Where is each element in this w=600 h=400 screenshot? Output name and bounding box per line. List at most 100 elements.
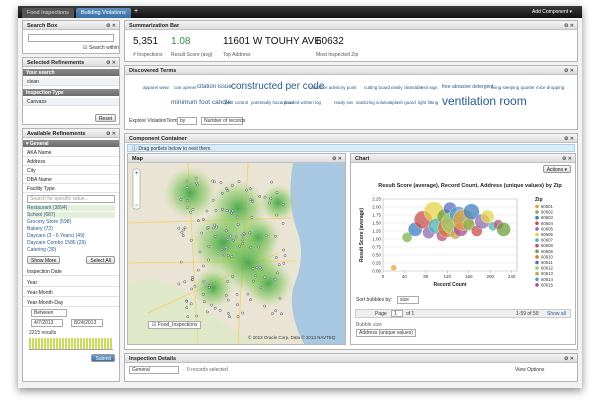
actions-button[interactable]: Actions ▾: [542, 165, 571, 173]
term[interactable]: pest control: [225, 100, 249, 105]
term[interactable]: cutting board: [364, 85, 391, 90]
panel-icons[interactable]: ⚙ ✕: [105, 59, 116, 66]
bubble-size-label: Bubble size: [356, 322, 382, 328]
map-credit: © 2013 Oracle Corp, Data © 2013 NAVTEQ: [248, 335, 336, 340]
map-point: [255, 266, 259, 269]
date-field[interactable]: Year-Month: [23, 289, 119, 297]
page-input[interactable]: 1: [391, 310, 403, 317]
between-select[interactable]: Between: [31, 309, 67, 317]
refinement[interactable]: clean: [23, 78, 119, 86]
date-field[interactable]: Year: [23, 279, 119, 287]
term[interactable]: light fitting: [418, 100, 439, 105]
map-point: [231, 209, 235, 213]
term[interactable]: free abrasive detergent: [442, 84, 494, 90]
map-point: [207, 286, 211, 289]
map-layer-legend[interactable]: ☑ Food_Inspections: [148, 321, 202, 329]
map-point: [220, 248, 224, 251]
refinement-value[interactable]: Restaurant (3894): [27, 205, 115, 211]
map-point: [249, 298, 252, 302]
panel-icons[interactable]: ⚙ ✕: [563, 135, 574, 142]
refinement-value[interactable]: Grocery Store (598): [27, 219, 72, 225]
map-point: [195, 181, 198, 185]
bubble-size-select[interactable]: Address (unique values): [356, 329, 416, 337]
term[interactable]: living sleeping quarter: [491, 85, 535, 90]
refinement-field[interactable]: DBA Name: [23, 176, 119, 184]
add-tab-icon[interactable]: +: [134, 8, 139, 15]
refinement-field[interactable]: Facility Type: [23, 185, 119, 193]
legend-label: 60614: [541, 277, 554, 282]
results-count: 2215 results: [29, 330, 57, 336]
metric-label: Most Inspected Zip: [316, 52, 359, 58]
map-point: [237, 180, 241, 183]
refinement-value[interactable]: School (687): [27, 212, 115, 218]
legend-swatch: [535, 260, 539, 265]
map-point: [219, 181, 223, 184]
panel-icons[interactable]: ⚙ ✕: [105, 130, 116, 137]
refinement-field[interactable]: AKA Name: [23, 149, 119, 157]
value-search[interactable]: Search for specific value...: [27, 195, 115, 203]
map-point: [224, 246, 228, 249]
term[interactable]: citation issue: [197, 84, 232, 90]
term[interactable]: sanitizing solution: [356, 100, 392, 105]
zoom-control[interactable]: + −: [132, 168, 141, 210]
map-point: [264, 234, 268, 238]
panel-icons[interactable]: ⚙ ✕: [561, 155, 572, 162]
view-options[interactable]: View Options: [515, 367, 545, 373]
search-input[interactable]: [28, 34, 114, 42]
term[interactable]: minimum foot candle: [171, 99, 231, 106]
panel-icons[interactable]: ⚙ ✕: [105, 22, 116, 29]
metric-label: Result Score (avg): [171, 52, 213, 58]
zoom-slider[interactable]: [132, 168, 141, 210]
refinement-field[interactable]: City: [23, 167, 119, 175]
submit-button[interactable]: Submit: [91, 354, 115, 362]
term[interactable]: potentially hazardous: [251, 100, 294, 105]
term[interactable]: easily cleanable: [391, 85, 424, 90]
map[interactable]: + −: [128, 163, 345, 344]
refinement-field[interactable]: Inspection Date: [23, 268, 119, 276]
panel-icons[interactable]: ⚙ ✕: [563, 67, 574, 74]
add-component[interactable]: Add Component ▾: [532, 9, 573, 15]
select-all-button[interactable]: Select All: [86, 256, 115, 264]
panel-icons[interactable]: ⚙ ✕: [563, 355, 574, 362]
term[interactable]: splash guard: [390, 100, 416, 105]
show-all[interactable]: Show all: [547, 311, 566, 317]
refinement-value[interactable]: Catering (30): [27, 247, 57, 253]
term[interactable]: can opener: [174, 85, 197, 90]
zoom-out[interactable]: −: [135, 203, 139, 209]
sort-select[interactable]: size: [397, 296, 419, 304]
refinement-value[interactable]: Daycare Combo 1586 (29): [27, 240, 86, 246]
term[interactable]: ventilation room: [442, 94, 527, 108]
map-point: [250, 215, 254, 219]
map-point: [179, 198, 183, 201]
panel-title: Chart: [355, 155, 370, 162]
refinement-value[interactable]: Daycare (3 - 6 Years) (49): [27, 233, 85, 239]
term[interactable]: constructed per code: [231, 81, 325, 92]
panel-icons[interactable]: ⚙ ✕: [331, 155, 342, 162]
map-point: [236, 315, 240, 318]
date-to[interactable]: 8/24/2013: [71, 319, 103, 327]
search-within[interactable]: ☑ Search within: [83, 45, 119, 51]
date-field[interactable]: Year-Month-Day: [23, 299, 119, 307]
refinement-field[interactable]: Address: [23, 158, 119, 166]
term[interactable]: exit sign: [421, 85, 438, 90]
tab-active[interactable]: Building Violations: [76, 8, 131, 18]
term[interactable]: apparel wear: [143, 85, 170, 90]
term[interactable]: ready eat: [334, 100, 353, 105]
explore-select[interactable]: by: [177, 117, 197, 125]
panel-icons[interactable]: ⚙ ✕: [563, 22, 574, 29]
term[interactable]: proofed written log: [284, 100, 322, 105]
legend-label: 60615: [541, 282, 554, 287]
tab[interactable]: Food Inspections: [22, 8, 74, 18]
zoom-in[interactable]: +: [135, 171, 139, 177]
term[interactable]: mice dropping: [536, 85, 565, 90]
view-select[interactable]: General: [129, 366, 179, 374]
date-from[interactable]: 4/7/2013: [31, 319, 63, 327]
term[interactable]: customer advisory point: [309, 85, 357, 90]
reset-button[interactable]: Reset: [94, 114, 116, 122]
refinement[interactable]: Canvass: [23, 98, 119, 106]
map-point: [259, 286, 262, 289]
summarization-panel: Summarization Bar ⚙ ✕ 5,351 # Inspections 1…: [124, 20, 578, 62]
refinement-value[interactable]: Bakery (72): [27, 226, 53, 232]
show-more-button[interactable]: Show More: [27, 256, 61, 264]
measure-select[interactable]: Number of records: [201, 117, 245, 125]
